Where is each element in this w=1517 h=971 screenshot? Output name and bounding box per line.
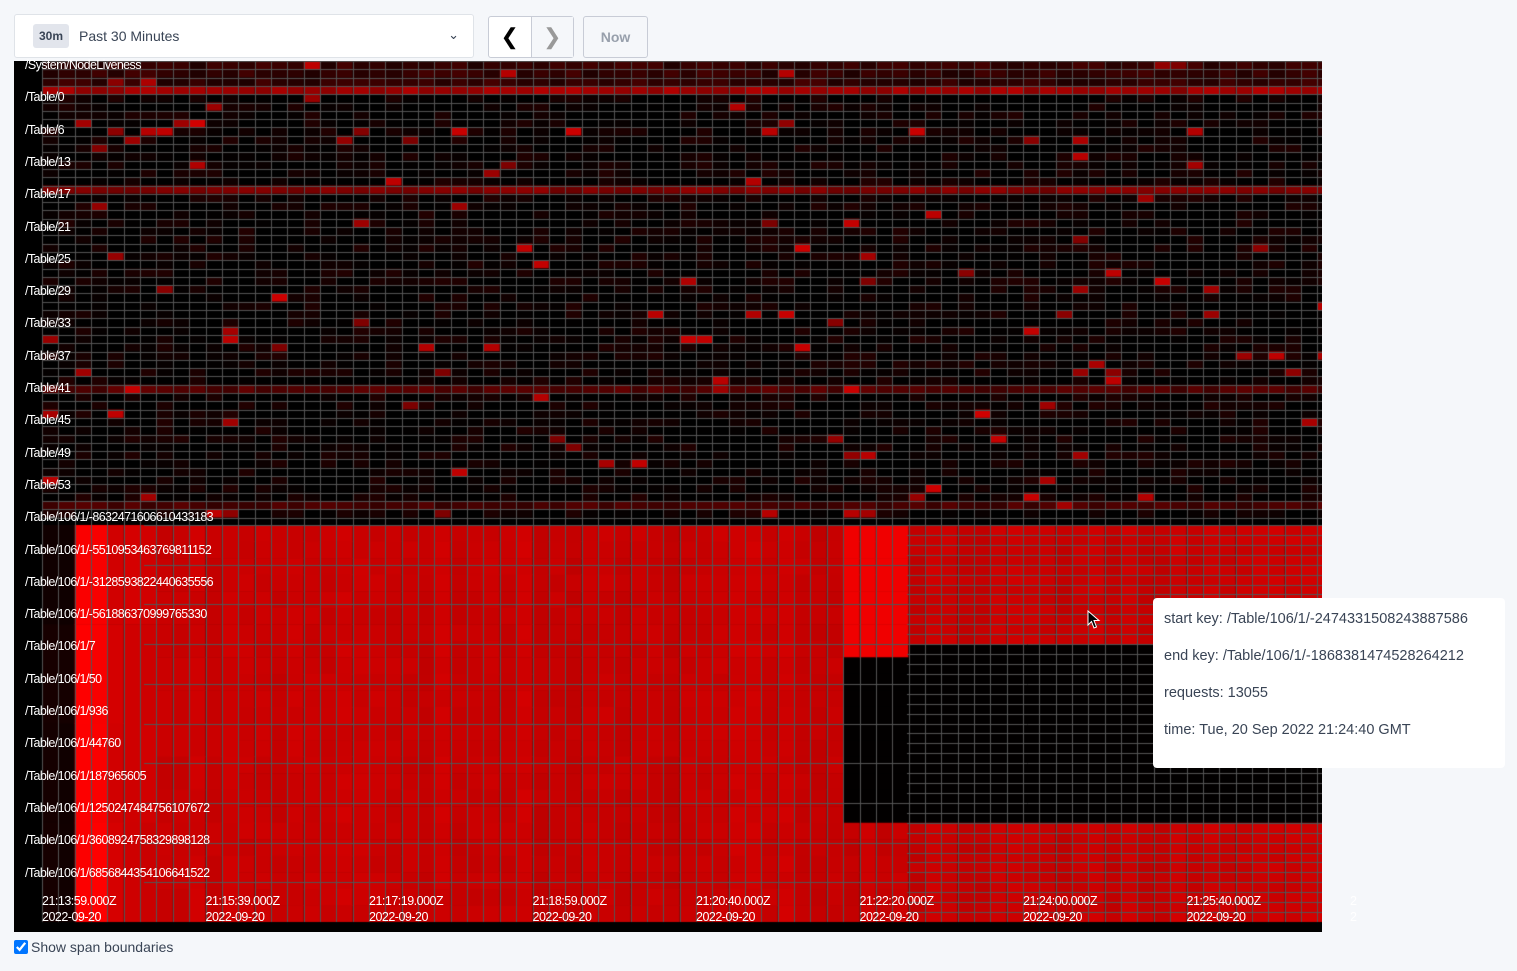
key-label: /Table/21: [25, 219, 71, 234]
time-label-date: 2022-09-20: [1186, 910, 1246, 924]
key-label: /Table/0: [25, 90, 65, 105]
time-axis-label: 21:22:20.000Z 2022-09-20: [859, 893, 935, 925]
key-label: /Table/41: [25, 381, 71, 395]
span-tooltip: start key: /Table/106/1/-247433150824388…: [1153, 598, 1505, 768]
show-span-boundaries-checkbox[interactable]: [14, 940, 28, 954]
show-span-boundaries-label: Show span boundaries: [31, 939, 174, 955]
time-label-date: 2022-09-20: [859, 910, 919, 924]
time-label-date: 2022-09-20: [696, 910, 755, 924]
key-label: /Table/17: [25, 187, 71, 202]
tooltip-end-key: end key: /Table/106/1/-18683814745282642…: [1164, 648, 1464, 664]
time-label-date: 2022-09-20: [205, 910, 265, 924]
now-button[interactable]: Now: [583, 16, 648, 58]
heatmap-canvas[interactable]: [14, 61, 1322, 932]
time-label-date: 2022-09-20: [532, 910, 592, 924]
mouse-cursor-icon: [1087, 610, 1101, 629]
tooltip-start-key: start key: /Table/106/1/-247433150824388…: [1164, 611, 1468, 627]
chevron-left-icon: ❮: [500, 24, 519, 49]
time-label-time: 21:24:00.000Z: [1023, 894, 1098, 908]
time-label-time: 21:20:40.000Z: [696, 894, 771, 908]
key-label: /Table/106/1/-3128593822440635556: [25, 574, 214, 589]
time-axis-label: 21:20:40.000Z 2022-09-20: [696, 893, 771, 925]
time-label-time: 21:17:19.000Z: [369, 894, 444, 908]
time-axis-label: 21:25:40.000Z 2022-09-20: [1186, 893, 1262, 925]
key-label: /Table/106/1/-8632471606610433183: [25, 510, 214, 525]
key-label: /Table/106/1/-5510953463769811152: [25, 542, 212, 557]
time-label-time: 2: [1350, 894, 1357, 908]
time-label-time: 21:25:40.000Z: [1186, 894, 1262, 908]
key-label: /Table/6: [25, 122, 65, 137]
next-button[interactable]: ❯: [530, 17, 573, 57]
time-label-time: 21:18:59.000Z: [532, 894, 608, 908]
key-label: /Table/106/1/3608924758329898128: [25, 833, 210, 848]
time-label-time: 21:22:20.000Z: [859, 894, 935, 908]
show-span-boundaries-option[interactable]: Show span boundaries: [14, 939, 173, 955]
time-label-date: 2022-09-20: [369, 910, 428, 924]
time-label-date: 2: [1350, 910, 1357, 924]
time-axis-label: 21:17:19.000Z 2022-09-20: [369, 893, 444, 925]
time-axis-label: 21:18:59.000Z 2022-09-20: [532, 893, 608, 925]
key-label: /Table/53: [25, 477, 71, 492]
time-range-selector[interactable]: 30m Past 30 Minutes ⌄: [14, 14, 474, 58]
key-label: /Table/106/1/50: [25, 671, 102, 686]
previous-button[interactable]: ❮: [489, 17, 531, 57]
key-label: /Table/33: [25, 316, 71, 331]
time-axis-label: 21:24:00.000Z 2022-09-20: [1023, 893, 1098, 925]
time-range-badge: 30m: [33, 24, 70, 48]
key-label: /Table/13: [25, 154, 71, 169]
key-label: /Table/106/1/936: [25, 704, 108, 718]
key-label: /Table/106/1/6856844354106641522: [25, 865, 210, 880]
key-label: /Table/106/1/44760: [25, 736, 121, 751]
time-label-time: 21:15:39.000Z: [205, 894, 281, 908]
time-range-label: Past 30 Minutes: [79, 28, 180, 44]
key-label: /Table/49: [25, 445, 71, 460]
key-label: /Table/45: [25, 413, 71, 428]
key-label: /Table/106/1/7: [25, 639, 96, 654]
key-label: /Table/106/1/1250247484756107672: [25, 800, 210, 815]
key-label: /Table/106/1/187965605: [25, 768, 147, 783]
key-visualizer-heatmap[interactable]: /System/NodeLiveness/Table/0/Table/6/Tab…: [14, 58, 1357, 932]
time-axis-label: 21:15:39.000Z 2022-09-20: [205, 893, 281, 925]
key-label: /System/NodeLiveness: [25, 58, 141, 72]
key-label: /Table/25: [25, 251, 71, 266]
key-label: /Table/29: [25, 284, 71, 299]
key-label: /Table/37: [25, 348, 71, 363]
key-label: /Table/106/1/-561886370999765330: [25, 607, 207, 622]
time-label-date: 2022-09-20: [1023, 910, 1082, 924]
chevron-right-icon: ❯: [543, 24, 562, 49]
chevron-down-icon: ⌄: [448, 27, 459, 42]
time-nav-group: ❮ ❯: [488, 16, 574, 58]
time-label-date: 2022-09-20: [42, 910, 101, 924]
time-label-time: 21:13:59.000Z: [42, 894, 117, 908]
time-axis-label: 21:13:59.000Z 2022-09-20: [42, 893, 117, 925]
tooltip-requests: requests: 13055: [1164, 685, 1268, 701]
tooltip-time: time: Tue, 20 Sep 2022 21:24:40 GMT: [1164, 722, 1411, 738]
